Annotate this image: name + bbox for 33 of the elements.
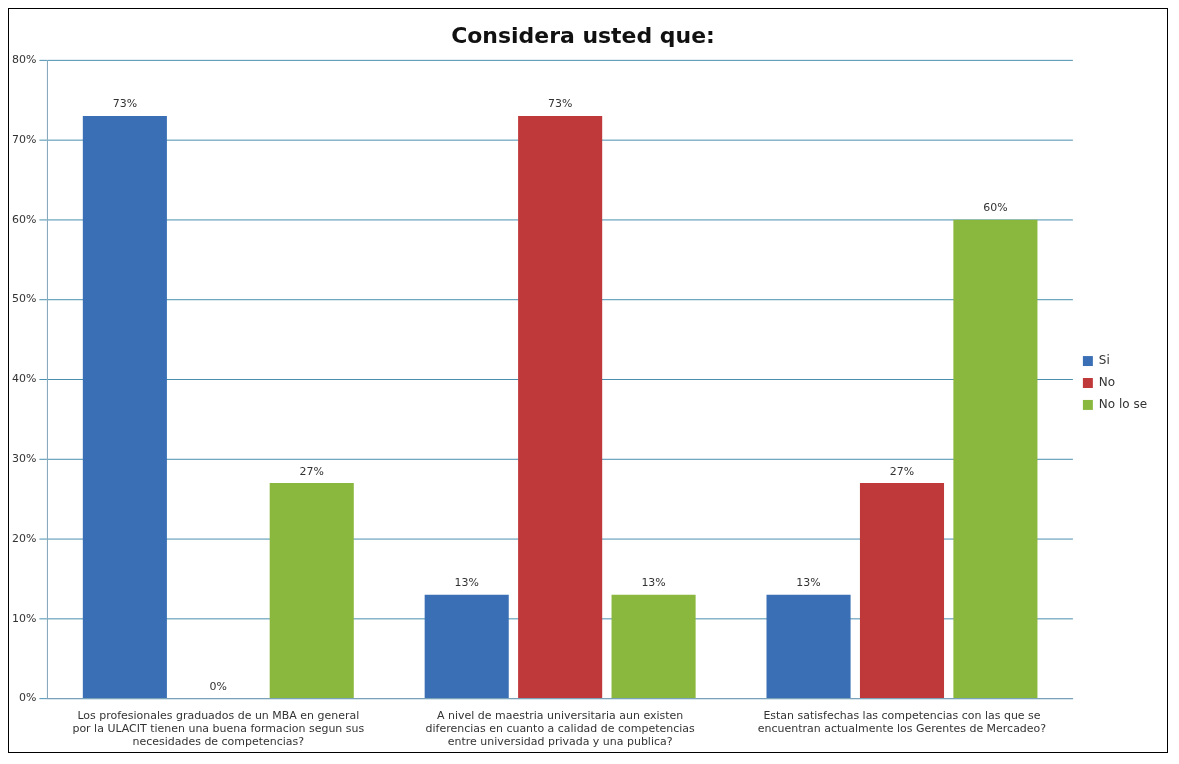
bar <box>269 483 354 699</box>
bar <box>82 116 167 699</box>
y-tick-label: 50% <box>12 292 37 306</box>
data-label: 13% <box>454 576 479 590</box>
x-tick-label: Estan satisfechas las competencias con las que se encuentran actualmente los Gerentes de Mercadeo? <box>757 708 1047 736</box>
bar <box>766 594 851 699</box>
bar <box>859 483 945 699</box>
x-tick-label: A nivel de maestria universitaria aun existen diferencias en cuanto a calidad de competencias entre universidad privada y una publica? <box>425 708 695 749</box>
bar <box>953 219 1038 699</box>
legend-label: Si <box>1098 353 1110 368</box>
chart-title: Considera usted que: <box>451 22 715 48</box>
data-label: 0% <box>209 679 228 693</box>
data-label: 13% <box>796 576 821 590</box>
bar <box>518 116 603 699</box>
data-label: 73% <box>112 97 138 111</box>
legend-label: No <box>1098 375 1116 390</box>
y-tick-label: 40% <box>12 372 37 386</box>
legend-label: No lo se <box>1098 397 1148 412</box>
y-tick-label: 10% <box>12 611 37 625</box>
data-label: 60% <box>983 201 1008 215</box>
y-tick-label: 70% <box>12 132 37 146</box>
y-tick-label: 0% <box>18 691 37 705</box>
data-label: 13% <box>641 576 666 590</box>
y-tick-label: 80% <box>12 53 37 67</box>
y-tick-label: 60% <box>12 212 37 226</box>
y-tick-label: 30% <box>12 452 37 466</box>
bar <box>424 594 509 699</box>
data-label: 73% <box>547 97 573 111</box>
data-label: 27% <box>889 464 915 478</box>
data-label: 27% <box>299 464 324 478</box>
bar <box>611 594 696 699</box>
x-tick-label: Los profesionales graduados de un MBA en general por la ULACIT tienen una buena formacion segun sus necesidades de competencias? <box>72 708 365 749</box>
y-tick-label: 20% <box>12 531 37 545</box>
